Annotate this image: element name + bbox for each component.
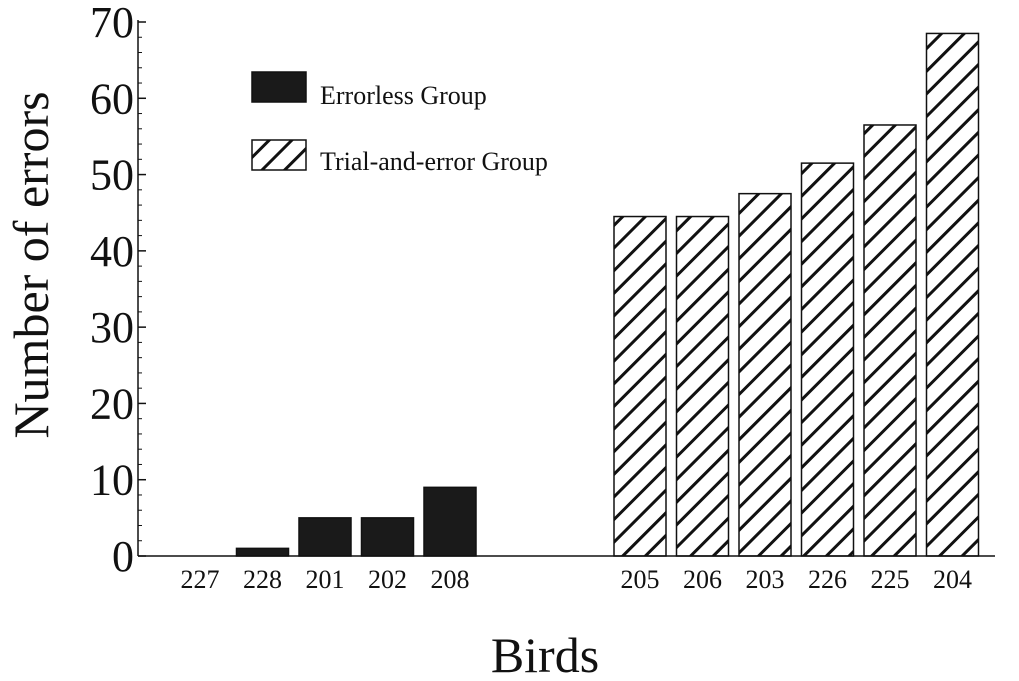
x-tick-label: 205	[621, 565, 660, 594]
x-tick-label: 206	[683, 565, 722, 594]
legend-swatch-errorless	[251, 71, 307, 103]
y-tick-label: 40	[90, 227, 134, 276]
x-tick-label: 203	[746, 565, 785, 594]
x-tick-label: 202	[368, 565, 407, 594]
bar-203	[738, 192, 792, 557]
x-tick-label: 201	[306, 565, 345, 594]
y-axis-title: Number of errors	[3, 91, 59, 438]
y-axis: 0 10 20 30 40 50 60 70	[90, 0, 146, 581]
legend-swatch-trial-and-error	[251, 139, 307, 171]
legend: Errorless Group Trial-and-error Group	[251, 71, 548, 176]
x-tick-label: 227	[181, 565, 220, 594]
bar-202	[360, 517, 415, 557]
x-tick-label: 208	[431, 565, 470, 594]
y-tick-label: 60	[90, 74, 134, 123]
bar-228	[235, 547, 290, 557]
y-tick-label: 10	[90, 456, 134, 505]
legend-label-trial-and-error: Trial-and-error Group	[320, 147, 548, 176]
y-tick-label: 20	[90, 379, 134, 428]
x-tick-label: 228	[243, 565, 282, 594]
y-tick-label: 70	[90, 0, 134, 47]
bar-226	[800, 162, 855, 557]
bar-225	[863, 124, 917, 557]
y-tick-label: 0	[112, 532, 134, 581]
x-axis: 227 228 201 202 208 205 206 203 226 225 204	[138, 555, 995, 594]
plot-area	[235, 32, 980, 557]
bar-204	[925, 32, 980, 557]
bar-208	[423, 486, 477, 557]
bar-205	[613, 215, 667, 557]
legend-label-errorless: Errorless Group	[320, 81, 487, 110]
bar-201	[298, 517, 352, 557]
x-axis-title: Birds	[491, 627, 599, 681]
bar-206	[675, 215, 730, 557]
y-tick-label: 50	[90, 151, 134, 200]
y-tick-label: 30	[90, 303, 134, 352]
x-tick-label: 204	[933, 565, 972, 594]
x-tick-label: 225	[871, 565, 910, 594]
x-tick-label: 226	[808, 565, 847, 594]
